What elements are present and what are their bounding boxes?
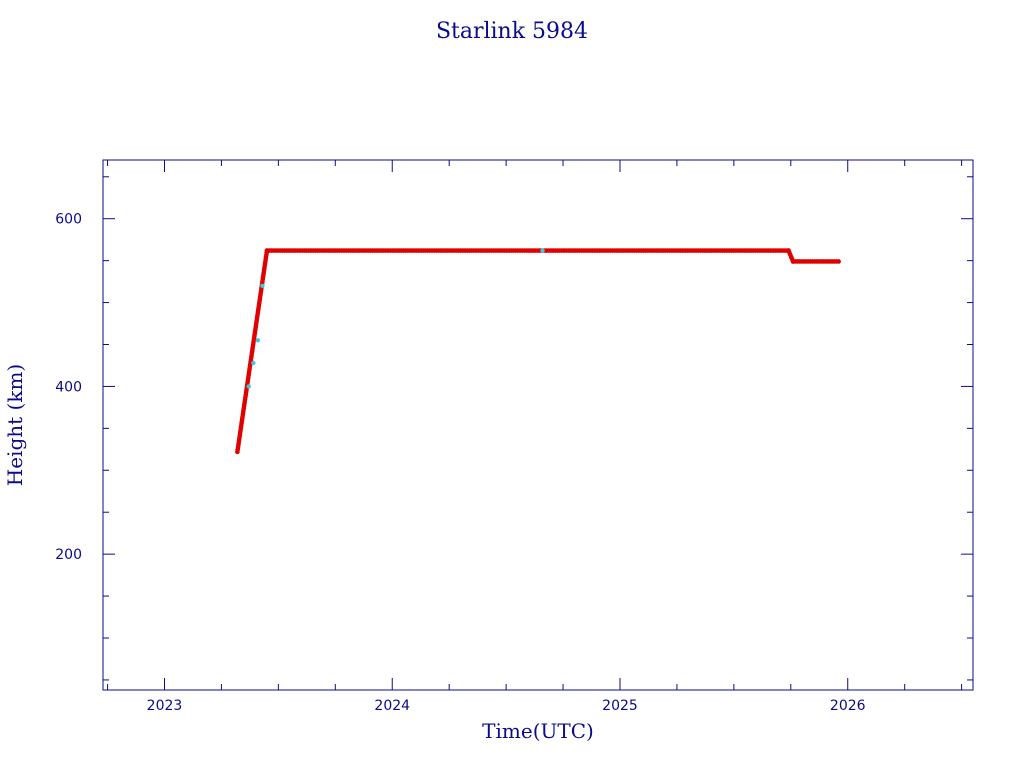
- y-axis-label: Height (km): [3, 364, 27, 486]
- highlight-point: [246, 384, 251, 389]
- highlight-point: [251, 360, 256, 366]
- highlight-point: [540, 248, 545, 253]
- data-point: [836, 259, 841, 264]
- plot-frame: [102, 159, 974, 691]
- chart-title: Starlink 5984: [436, 19, 588, 44]
- axis-ticks: [103, 160, 973, 690]
- highlight-point: [255, 338, 261, 343]
- highlight-points: [246, 248, 545, 389]
- y-tick-label: 400: [55, 379, 82, 395]
- x-tick-label: 2026: [830, 698, 866, 714]
- x-axis-label: Time(UTC): [482, 719, 594, 743]
- x-tick-label: 2025: [602, 698, 638, 714]
- y-tick-label: 200: [55, 547, 82, 563]
- x-tick-label: 2023: [147, 698, 183, 714]
- data-points: [235, 248, 841, 455]
- x-tick-label: 2024: [374, 698, 410, 714]
- highlight-point: [260, 283, 265, 288]
- y-tick-label: 600: [55, 212, 82, 228]
